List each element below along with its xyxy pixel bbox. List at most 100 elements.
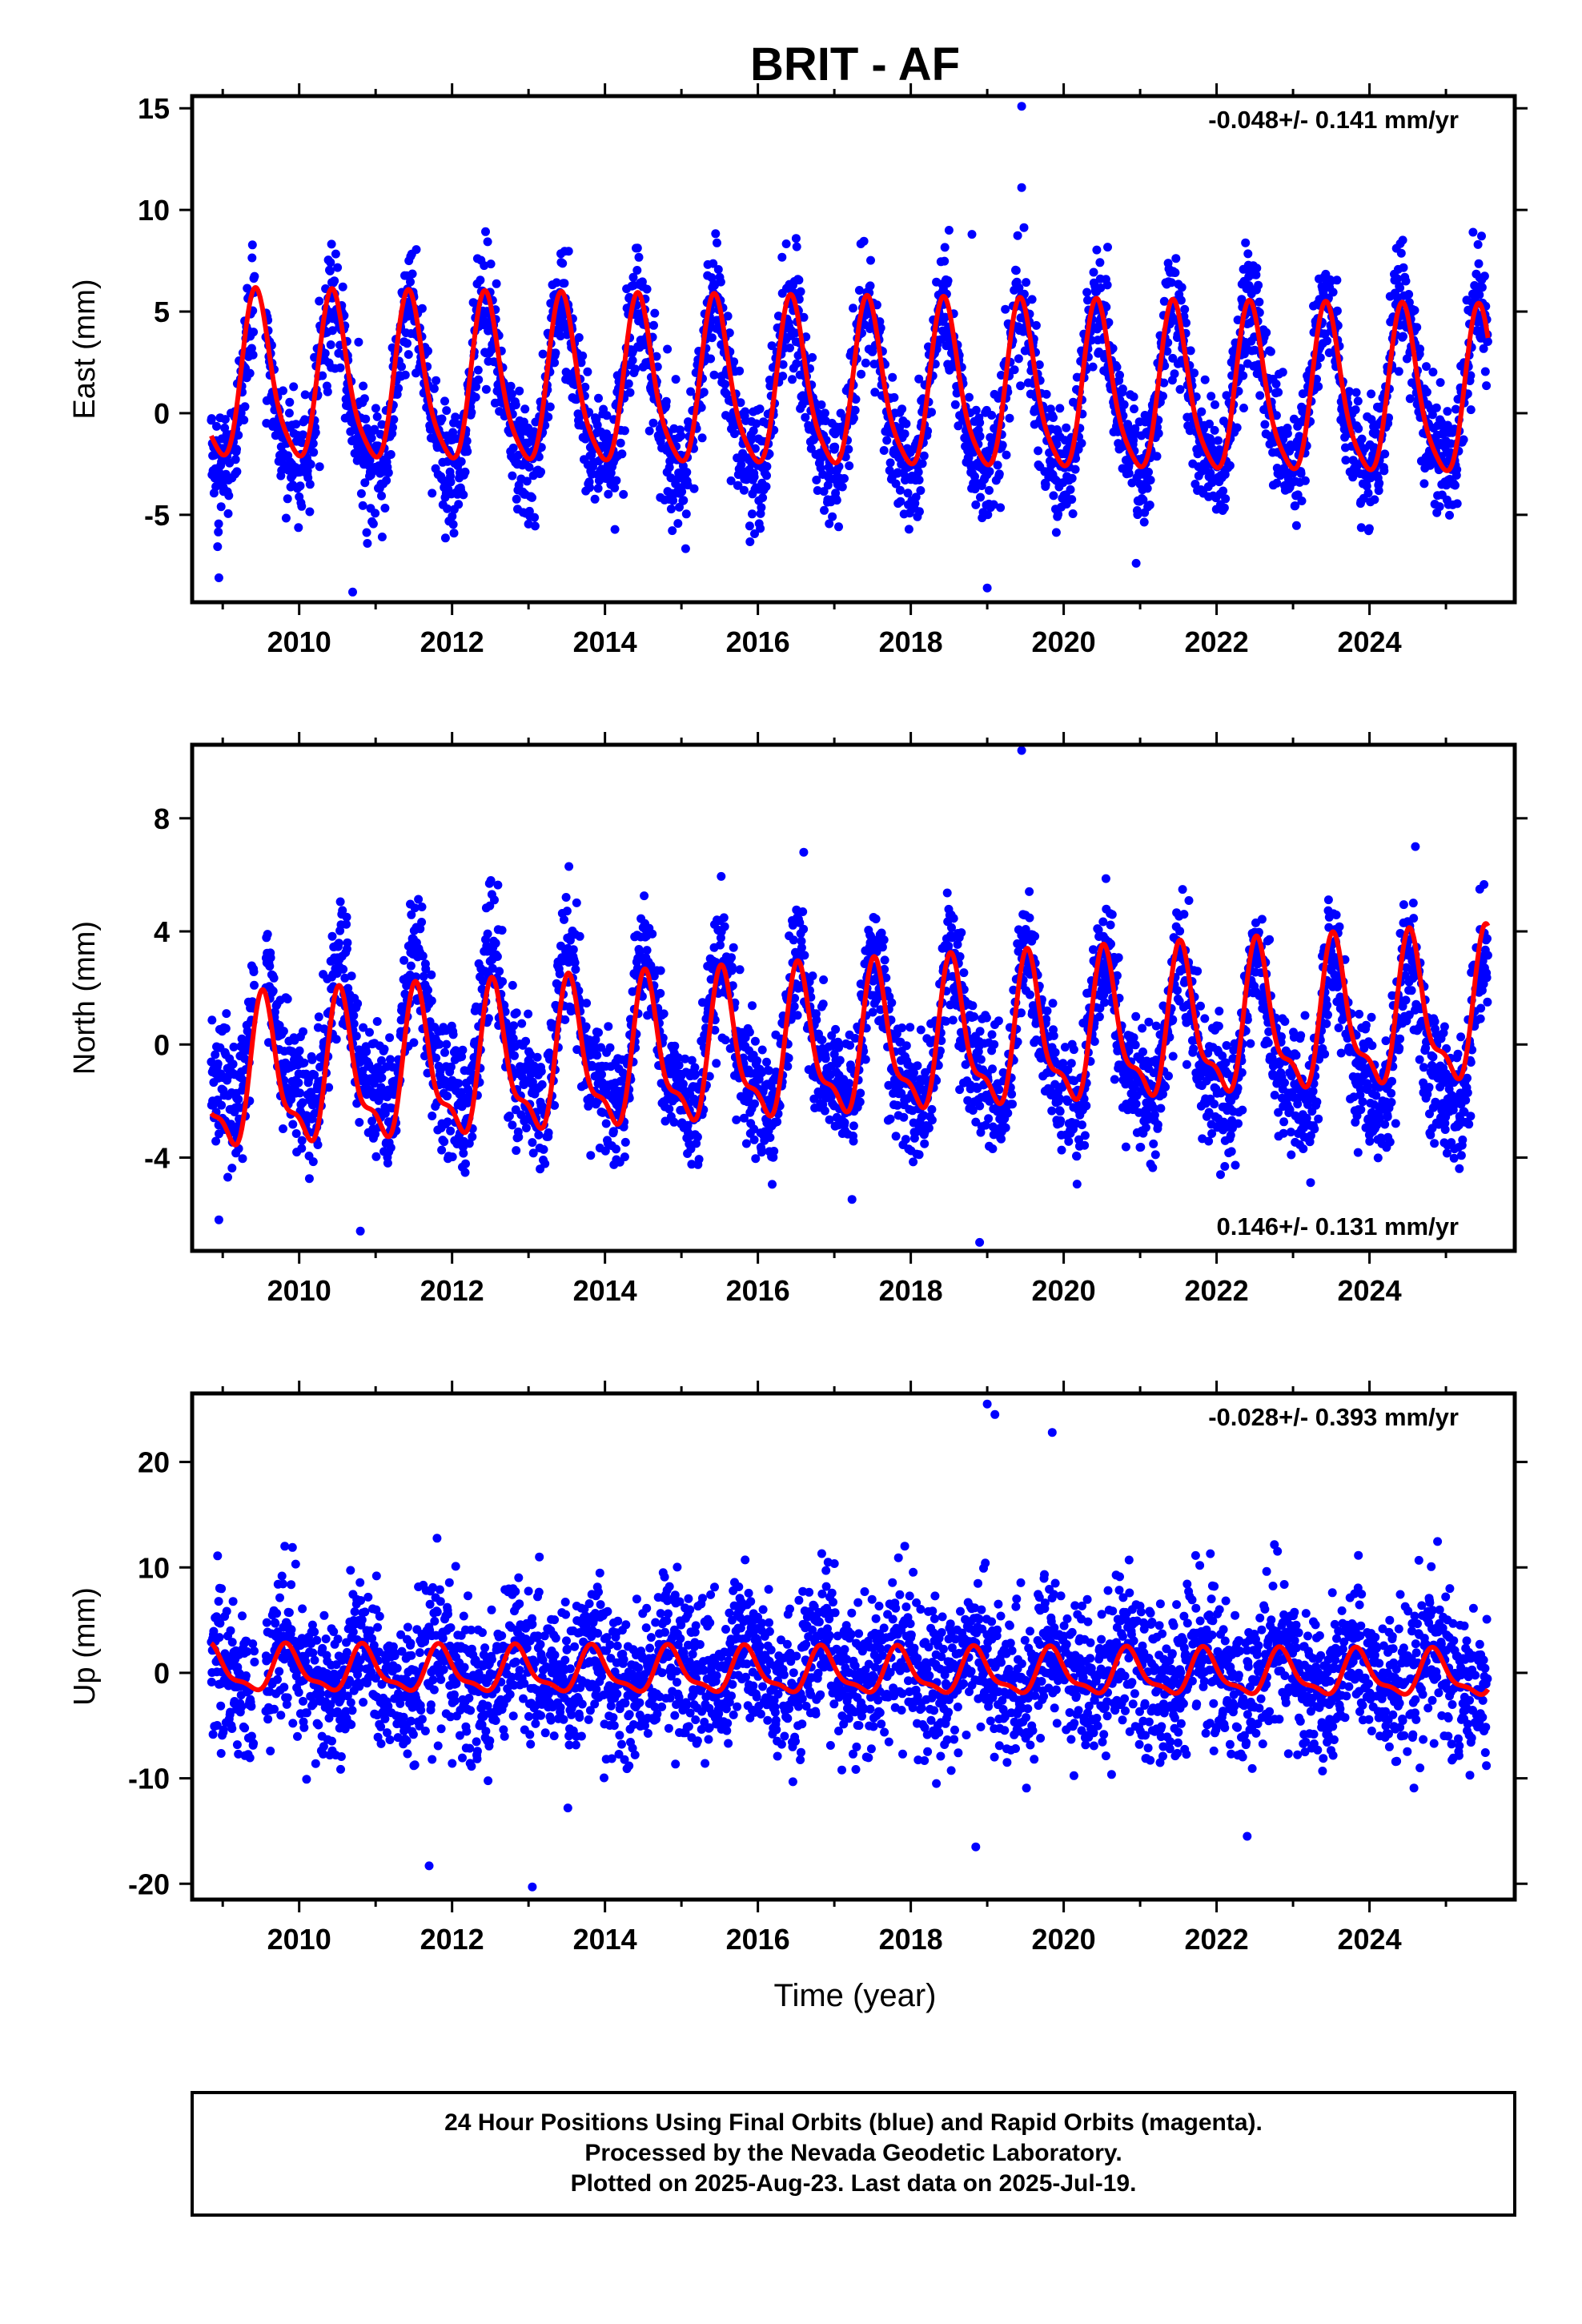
data-point (733, 480, 743, 490)
data-point (752, 419, 761, 428)
data-point (765, 1133, 775, 1142)
data-point (1095, 258, 1105, 267)
data-point (915, 507, 924, 517)
data-point (1139, 517, 1149, 527)
data-point (1124, 468, 1134, 478)
data-point (762, 1057, 771, 1067)
data-point (748, 509, 757, 519)
data-point (575, 412, 584, 421)
data-point (551, 348, 560, 358)
data-point (788, 375, 797, 384)
data-point (727, 963, 737, 971)
data-point (709, 259, 718, 268)
data-point (817, 1035, 827, 1045)
data-point (461, 1159, 470, 1168)
data-point (1220, 470, 1230, 479)
data-point (442, 406, 452, 416)
data-point (521, 1036, 531, 1046)
data-point (590, 494, 600, 504)
data-point (330, 276, 339, 286)
data-point (605, 1043, 615, 1052)
data-point (625, 388, 635, 397)
data-point (994, 469, 1004, 479)
data-point (628, 272, 638, 282)
data-point (1049, 491, 1058, 501)
data-point (271, 431, 280, 440)
data-point (279, 1124, 287, 1133)
y-tick-label: -5 (144, 499, 170, 532)
data-point (1103, 243, 1112, 252)
data-point (432, 1053, 441, 1063)
data-point (1129, 392, 1138, 401)
data-point (1251, 270, 1261, 279)
data-point (404, 350, 413, 360)
data-point (594, 1027, 603, 1037)
data-point (1314, 382, 1323, 392)
data-point (1370, 495, 1379, 505)
data-point (781, 239, 791, 248)
data-point (481, 384, 491, 394)
data-point (749, 472, 759, 481)
data-point (612, 476, 621, 485)
data-point (656, 966, 665, 975)
north-panel: 2010 2012 2014 2016 2018 2020 2022 2024-4048Nor… (68, 732, 1528, 1307)
data-point (443, 1117, 452, 1127)
data-point (295, 1088, 305, 1098)
data-point (528, 493, 536, 502)
data-point (1399, 332, 1407, 341)
data-point (234, 1095, 243, 1104)
data-point (295, 481, 305, 491)
data-point (295, 1046, 304, 1055)
data-point (851, 395, 861, 404)
data-point (1055, 404, 1065, 413)
data-point (601, 1119, 611, 1128)
data-point (239, 416, 249, 424)
data-point (247, 240, 257, 250)
data-point (508, 471, 517, 480)
data-point (663, 344, 673, 354)
data-point (512, 1146, 521, 1156)
data-point (320, 348, 330, 358)
data-point (279, 386, 287, 396)
data-point (359, 381, 368, 391)
data-point (1049, 413, 1058, 422)
data-point (281, 513, 291, 523)
data-point (669, 496, 678, 505)
data-point (895, 485, 905, 495)
data-point (620, 1137, 630, 1147)
data-point (817, 400, 826, 409)
data-point (564, 247, 573, 256)
data-point (756, 524, 765, 533)
data-point (1170, 369, 1179, 379)
data-point (757, 1045, 767, 1055)
data-point (1278, 368, 1287, 377)
data-point (562, 907, 572, 916)
data-point (417, 903, 427, 911)
data-point (247, 344, 256, 353)
data-point (1197, 407, 1207, 416)
data-point (720, 922, 729, 931)
data-point (223, 509, 233, 518)
data-point (745, 537, 755, 546)
data-point (1001, 304, 1010, 314)
data-point (299, 430, 307, 440)
data-point (538, 349, 548, 359)
data-point (830, 442, 840, 452)
data-point (382, 476, 391, 485)
data-point (443, 504, 452, 513)
data-point (356, 489, 366, 498)
data-point (265, 962, 275, 971)
data-point (1013, 231, 1022, 240)
data-point (1186, 346, 1195, 356)
y-tick-label: 15 (138, 92, 170, 125)
data-point (365, 456, 375, 465)
data-point (492, 952, 502, 961)
data-point (284, 408, 294, 418)
data-point (594, 393, 603, 403)
data-point (719, 913, 729, 923)
data-point (1190, 368, 1199, 378)
data-point (1396, 248, 1406, 258)
data-point (996, 503, 1006, 513)
data-point (327, 239, 336, 249)
data-point (1158, 392, 1167, 401)
